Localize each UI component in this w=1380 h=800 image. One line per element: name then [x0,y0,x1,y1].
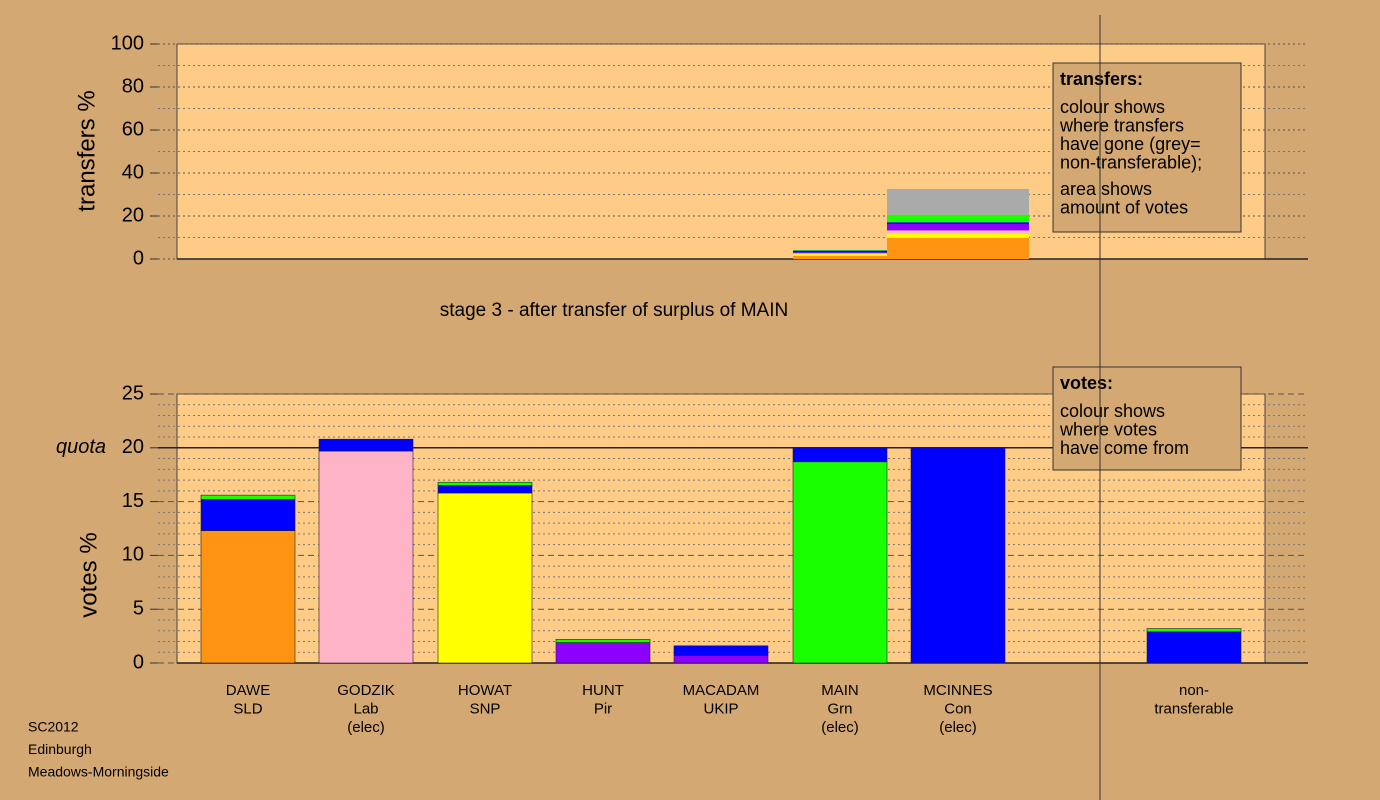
note-line: amount of votes [1060,197,1188,217]
bar-segment [792,461,888,664]
bar-segment [793,255,887,259]
y-tick-label: 25 [122,382,144,404]
note-line: non-transferable); [1060,152,1202,172]
x-tick-label: UKIP [703,700,738,717]
bar-segment [437,481,533,486]
bar-segment [1146,628,1242,633]
x-tick-label: transferable [1154,700,1233,717]
x-tick-label: Lab [353,700,378,717]
stage-label: stage 3 - after transfer of surplus of M… [440,300,788,321]
bar-segment [887,233,1029,238]
x-tick-label: (elec) [821,719,859,736]
y-tick-label: 20 [122,204,144,226]
bar-segment [910,447,1006,664]
bar-segment [200,499,296,531]
note-line: have gone (grey= [1060,134,1201,154]
bar-segment [437,485,533,494]
bar-segment [793,253,887,255]
note-line: colour shows [1060,97,1165,117]
x-tick-label: GODZIK [337,682,395,699]
bar-segment [200,494,296,500]
note-line: where transfers [1059,115,1184,135]
footer-line: Edinburgh [28,741,92,757]
y-tick-label: 60 [122,118,144,140]
x-tick-label: MCINNES [923,682,992,699]
y-tick-label: 20 [122,436,144,458]
bar-segment [793,250,887,253]
bar-segment [887,230,1029,234]
note-line: area shows [1060,179,1152,199]
bar-segment [887,223,1029,231]
y-tick-label: 0 [133,247,144,269]
note-title: transfers: [1060,69,1143,89]
x-tick-label: Pir [594,700,612,717]
x-tick-label: Grn [827,700,852,717]
x-tick-label: HUNT [582,682,624,699]
bar-segment [793,254,887,256]
y-axis-label: votes % [75,532,102,617]
bar-segment [673,645,769,656]
y-tick-label: 5 [133,597,144,619]
x-tick-label: non- [1179,682,1209,699]
x-tick-label: HOWAT [458,682,512,699]
bar-segment [555,639,651,643]
x-tick-label: MACADAM [683,682,760,699]
bar-segment [887,222,1029,224]
footer-line: Meadows-Morningside [28,764,169,780]
bar-segment [318,450,414,664]
bar-segment [318,438,414,452]
x-tick-label: (elec) [347,719,385,736]
y-tick-label: 80 [122,75,144,97]
y-axis-label: transfers % [73,90,100,211]
note-line: colour shows [1060,401,1165,421]
y-tick-label: 0 [133,651,144,673]
note-box [1052,366,1242,471]
note-line: where votes [1059,419,1157,439]
quota-label: quota [56,436,106,458]
bar-segment [673,655,769,664]
footer-line: SC2012 [28,719,79,735]
bar-segment [1146,631,1242,664]
y-tick-label: 40 [122,161,144,183]
bar-segment [555,642,651,664]
y-tick-label: 15 [122,490,144,512]
x-tick-label: Con [944,700,972,717]
y-tick-label: 10 [122,544,144,566]
bar-segment [793,252,887,254]
y-tick-label: 100 [111,32,144,54]
x-tick-label: DAWE [226,682,270,699]
note-box [1052,62,1242,233]
bar-segment [887,237,1029,259]
bar-segment [200,530,296,664]
note-line: have come from [1060,438,1189,458]
bar-segment [887,188,1029,215]
bar-segment [437,492,533,664]
x-tick-label: MAIN [821,682,859,699]
bar-segment [793,249,887,251]
bar-segment [792,447,888,463]
note-title: votes: [1060,373,1113,393]
bar-segment [887,214,1029,223]
x-tick-label: SLD [233,700,262,717]
x-tick-label: (elec) [939,719,977,736]
x-tick-label: SNP [470,700,501,717]
